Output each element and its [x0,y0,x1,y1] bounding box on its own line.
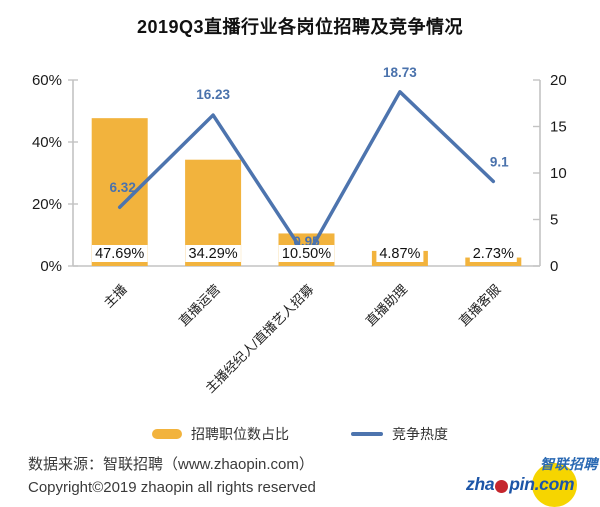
bar-value-label-bg [278,245,335,262]
left-axis-tick-label: 0% [40,258,62,275]
left-axis-tick-label: 40% [32,134,62,151]
bar-value-label: 4.87% [379,246,420,262]
logo-chinese-wordmark: 智联招聘 [540,456,598,472]
right-axis-tick-label: 5 [550,212,558,229]
right-axis-tick-label: 0 [550,258,558,275]
category-label: 主播经纪人/直播艺人招募 [202,282,316,396]
line-value-label: 6.32 [110,180,136,195]
bar-value-label: 10.50% [282,246,331,262]
bar-value-label: 2.73% [473,246,514,262]
right-axis-tick-label: 20 [550,72,567,89]
category-label: 主播 [101,282,130,311]
legend-item-bar-series: 招聘职位数占比 [152,424,289,444]
line-value-label: 9.1 [490,154,509,169]
category-label: 直播助理 [363,282,410,329]
bar-value-label-bg [91,245,148,262]
bar-value-label-bg [376,245,424,262]
bar-series-swatch [152,429,182,439]
bar-value-label-bg [185,245,241,262]
zhaopin-logo: 智联招聘 zha pin.com [466,450,598,507]
data-source-text: 数据来源：智联招聘（www.zhaopin.com） [28,456,314,473]
copyright-text: Copyright©2019 zhaopin all rights reserv… [28,479,316,496]
logo-url-suffix: pin.com [509,474,575,494]
right-axis-tick-label: 15 [550,119,567,136]
competition-line [117,90,496,259]
left-axis-tick-label: 20% [32,196,62,213]
bar-value-label: 34.29% [189,246,238,262]
bar-value-label: 47.69% [95,246,144,262]
line-value-label: 18.73 [383,65,417,80]
category-label: 直播客服 [456,282,503,329]
chart-title: 2019Q3直播行业各岗位招聘及竞争情况 [136,17,464,37]
line-value-label: 16.23 [196,87,230,102]
category-label: 直播运营 [176,282,223,329]
logo-red-dot-icon [495,479,509,493]
chart-legend: 招聘职位数占比 竞争热度 [0,424,600,444]
logo-url-prefix: zha [466,474,495,494]
legend-item-line-series: 竞争热度 [351,424,448,444]
bar-0 [91,118,148,266]
bar-value-label-bg [469,245,517,262]
right-axis-tick-label: 10 [550,165,567,182]
bar-series-label: 招聘职位数占比 [191,426,289,442]
logo-url-wordmark: zha pin.com [466,474,575,495]
line-series-label: 竞争热度 [392,426,448,442]
logo-yellow-ball [532,463,577,507]
line-series-swatch [351,432,383,436]
left-axis-tick-label: 60% [32,72,62,89]
